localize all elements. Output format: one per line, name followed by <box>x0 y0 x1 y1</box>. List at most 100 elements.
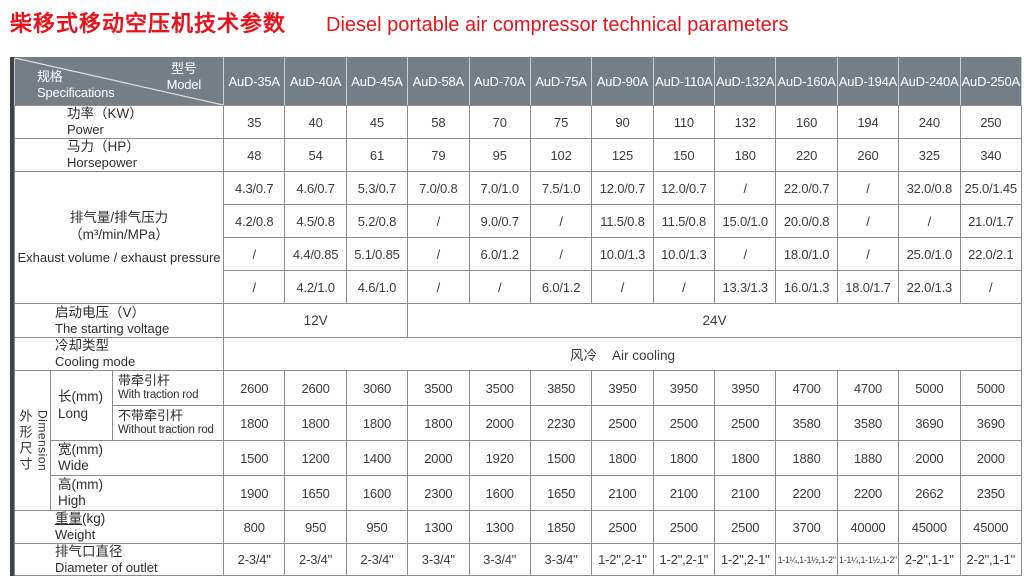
value-cell: 10.0/1.3 <box>652 237 716 271</box>
value-cell: 2600 <box>223 370 286 406</box>
value-cell: 2230 <box>529 405 593 441</box>
value-cell: 25.0/1.0 <box>898 237 961 271</box>
exhaust-row-2: 4.2/0.8 4.5/0.8 5.2/0.8/9.0/0.7/11.5/0.8 11… <box>15 204 1023 238</box>
value-cell: 1300 <box>468 510 531 544</box>
value-cell: 1920 <box>468 440 531 476</box>
value-cell: 2500 <box>652 405 716 441</box>
value-cell: 1800 <box>714 440 777 476</box>
value-cell: 3700 <box>775 510 838 544</box>
value-cell: 2500 <box>591 405 654 441</box>
value-cell: 2350 <box>959 475 1023 511</box>
value-cell: 3850 <box>529 370 593 406</box>
value-cell: 13.3/1.3 <box>714 270 777 304</box>
page-title-en: Diesel portable air compressor technical… <box>326 14 789 36</box>
page-title: 柴移式移动空压机技术参数 Diesel portable air compress… <box>10 6 788 38</box>
voltage-24v-cell: 24V <box>407 303 1022 338</box>
value-cell: 16.0/1.3 <box>775 270 838 304</box>
value-cell: 150 <box>652 138 716 172</box>
dim-long-label: 长(mm) Long <box>50 370 113 441</box>
dimension-strip-label: 外形尺寸 Dimension <box>14 370 51 511</box>
value-cell: 2100 <box>652 475 716 511</box>
exhaust-row-1: 排气量/排气压力 （m³/min/MPa） Exhaust volume / e… <box>13 171 1023 304</box>
value-cell: 2000 <box>959 440 1023 476</box>
value-cell: AuD-160A <box>775 57 838 106</box>
power-row: 功率（KW） Power 35 40 45 58 70 75 90 110 132 160 194 2… <box>13 105 1023 139</box>
value-cell: 4.2/1.0 <box>284 270 347 304</box>
outlet-row: 排气口直径 Diameter of outlet 2-3/4" 2-3/4" 2-3… <box>13 542 1023 577</box>
value-cell: 1-1¼,1-1½,1-2" <box>836 542 900 577</box>
model-header-row: 型号 Model 规格 Specifications AuD-35A AuD-40… <box>13 57 1023 106</box>
value-cell: 4.2/0.8 <box>223 204 286 238</box>
value-cell: 1-2",2-1" <box>652 542 716 577</box>
value-cell: 95 <box>468 138 531 172</box>
value-cell: 240 <box>898 105 961 139</box>
value-cell: 2500 <box>591 510 654 544</box>
value-cell: AuD-58A <box>407 57 470 106</box>
value-cell: 950 <box>345 510 409 544</box>
value-cell: 125 <box>591 138 654 172</box>
value-cell: 3950 <box>714 370 777 406</box>
value-cell: 12.0/0.7 <box>591 171 654 205</box>
value-cell: 12.0/0.7 <box>652 171 716 205</box>
cooling-row: 冷却类型 Cooling mode 风冷 Air cooling <box>13 337 1022 371</box>
horsepower-label: 马力（HP） Horsepower <box>13 138 225 172</box>
value-cell: 4.6/0.7 <box>284 171 347 205</box>
value-cell: 1-2",2-1" <box>591 542 654 577</box>
value-cell: 45000 <box>898 510 961 544</box>
value-cell: 90 <box>591 105 654 139</box>
value-cell: AuD-40A <box>284 57 347 106</box>
value-cell: 1800 <box>345 405 409 441</box>
value-cell: 2-2",1-1" <box>959 542 1023 577</box>
value-cell: / <box>407 270 470 304</box>
value-cell: 11.5/0.8 <box>591 204 654 238</box>
value-cell: 3060 <box>345 370 409 406</box>
value-cell: 2-3/4" <box>345 542 409 577</box>
value-cell: 7.0/0.8 <box>407 171 470 205</box>
value-cell: 194 <box>836 105 900 139</box>
corner-header-cell: 型号 Model 规格 Specifications <box>13 57 225 106</box>
value-cell: 1900 <box>223 475 286 511</box>
value-cell: 7.0/1.0 <box>468 171 531 205</box>
dim-long-with-rod-row: 外形尺寸 Dimension 长(mm) Long 带牵引杆 With trac… <box>14 370 1023 511</box>
value-cell: 2-3/4" <box>284 542 347 577</box>
value-cell: AuD-45A <box>345 57 409 106</box>
cooling-label: 冷却类型 Cooling mode <box>13 337 225 371</box>
value-cell: 1800 <box>223 405 286 441</box>
value-cell: 132 <box>714 105 777 139</box>
value-cell: 21.0/1.7 <box>959 204 1023 238</box>
value-cell: 160 <box>775 105 838 139</box>
value-cell: 340 <box>959 138 1023 172</box>
parameters-table: 型号 Model 规格 Specifications AuD-35A AuD-40… <box>13 57 1023 577</box>
cooling-value-cell: 风冷 Air cooling <box>223 337 1022 371</box>
value-cell: 2000 <box>407 440 470 476</box>
value-cell: 2500 <box>652 510 716 544</box>
value-cell: 15.0/1.0 <box>714 204 777 238</box>
value-cell: 1850 <box>529 510 593 544</box>
value-cell: / <box>836 204 900 238</box>
value-cell: 5.3/0.7 <box>345 171 409 205</box>
value-cell: AuD-70A <box>468 57 531 106</box>
value-cell: 950 <box>284 510 347 544</box>
value-cell: 9.0/0.7 <box>468 204 531 238</box>
dim-long-without-rod-row: 不带牵引杆 Without traction rod 1800 1800 1800 1… <box>15 405 1023 441</box>
value-cell: 3500 <box>407 370 470 406</box>
value-cell: 1200 <box>284 440 347 476</box>
exhaust-label: 排气量/排气压力 （m³/min/MPa） Exhaust volume / e… <box>13 171 225 304</box>
value-cell: 2300 <box>407 475 470 511</box>
value-cell: / <box>223 237 286 271</box>
value-cell: 70 <box>468 105 531 139</box>
value-cell: 1800 <box>591 440 654 476</box>
value-cell: 102 <box>529 138 593 172</box>
value-cell: AuD-75A <box>529 57 593 106</box>
value-cell: / <box>407 204 470 238</box>
weight-label: 重量(kg) Weight <box>13 510 225 544</box>
value-cell: 2662 <box>898 475 961 511</box>
dim-high-row: 高(mm) High 1900 1650 1600 2300 1600 1650 2100 2… <box>15 475 1023 511</box>
value-cell: 6.0/1.2 <box>529 270 593 304</box>
value-cell: 1-2",2-1" <box>714 542 777 577</box>
value-cell: 3580 <box>775 405 838 441</box>
value-cell: AuD-90A <box>591 57 654 106</box>
value-cell: / <box>836 171 900 205</box>
horsepower-row: 马力（HP） Horsepower 48 54 61 79 95 102 125 150 180… <box>13 138 1023 172</box>
value-cell: 3500 <box>468 370 531 406</box>
